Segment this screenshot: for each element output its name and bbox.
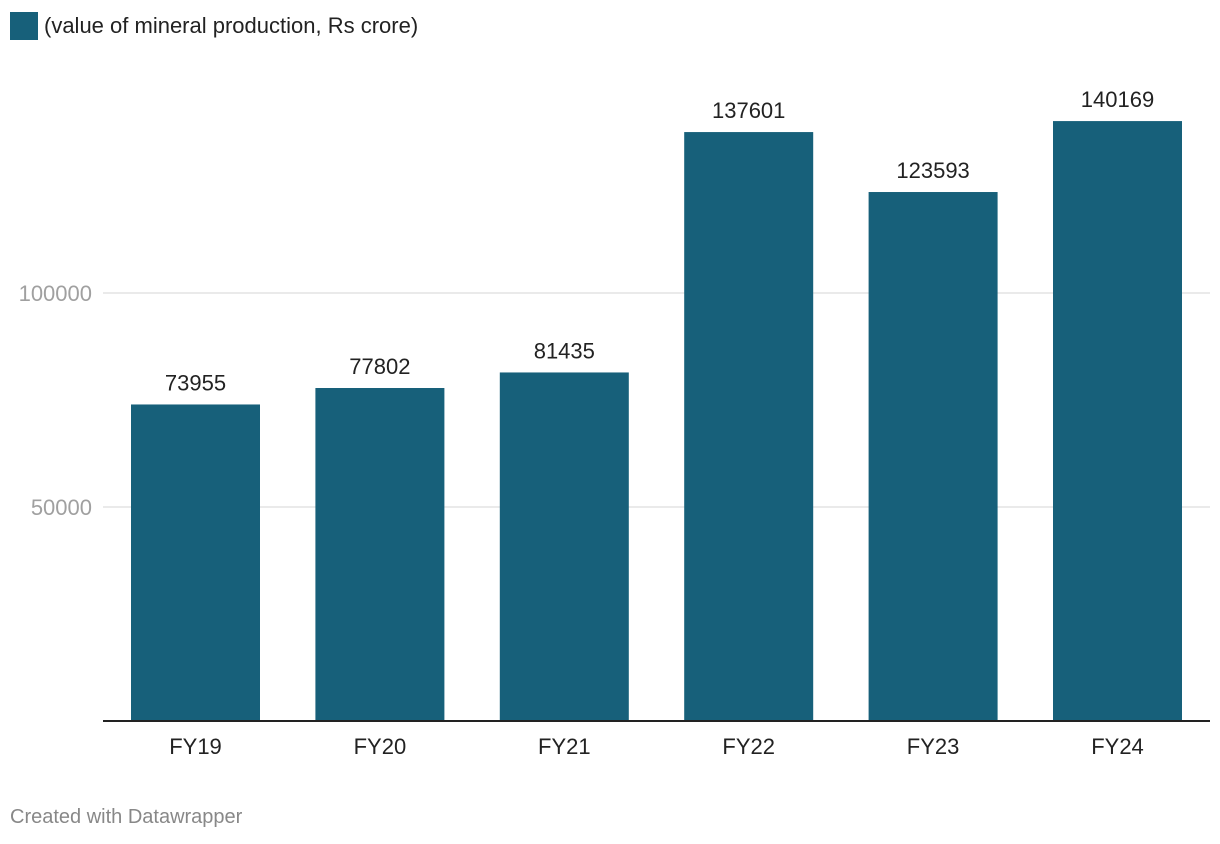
x-tick-label: FY20 [354,734,407,759]
footer-credit: Created with Datawrapper [10,806,243,828]
y-tick-label: 50000 [31,495,92,520]
x-tick-label: FY21 [538,734,591,759]
bar-fy20 [315,388,445,721]
bar-fy22 [684,132,814,721]
legend: (value of mineral production, Rs crore) [10,12,418,40]
x-tick-label: FY22 [722,734,775,759]
bar-fy19 [131,404,260,721]
x-tick-label: FY24 [1091,734,1144,759]
data-label: 81435 [534,338,595,363]
data-label: 77802 [349,354,410,379]
x-tick-label: FY19 [169,734,222,759]
x-tick-label: FY23 [907,734,960,759]
legend-label: (value of mineral production, Rs crore) [44,13,419,38]
data-label: 123593 [896,158,969,183]
legend-swatch [10,12,38,40]
data-label: 73955 [165,370,226,395]
bar-chart: 50000 100000 73955 FY19 77802 FY20 81435 FY21 13… [19,87,1210,759]
y-tick-label: 100000 [19,281,92,306]
data-label: 137601 [712,98,785,123]
bar-fy21 [499,372,629,721]
bar-fy23 [868,192,998,721]
data-label: 140169 [1081,87,1154,112]
bar-fy24 [1053,121,1182,722]
